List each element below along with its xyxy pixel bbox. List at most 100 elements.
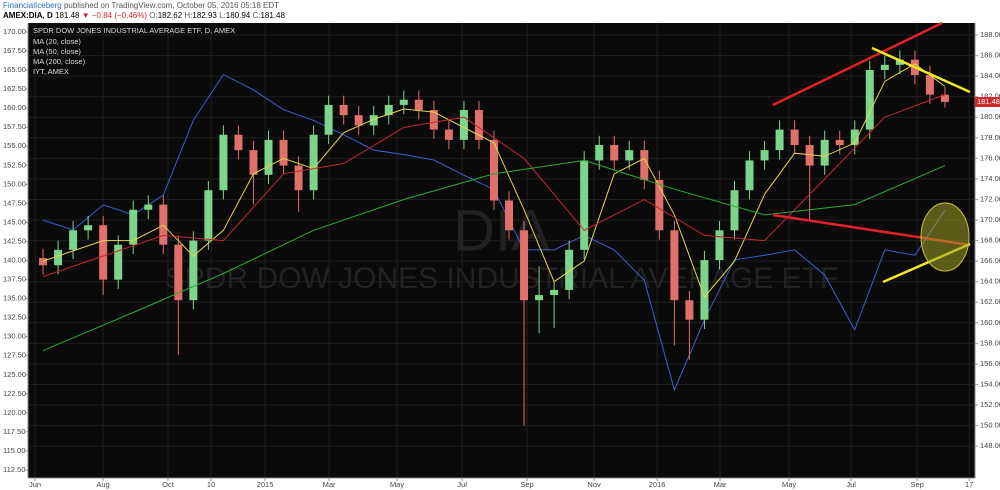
y2-tick-label: 176.00 [980, 153, 1000, 162]
y-tick-label: 155.00 [3, 141, 26, 150]
open-value: 182.62 [157, 11, 183, 20]
candle-body [369, 115, 378, 126]
y2-tick-label: 154.00 [980, 379, 1000, 388]
candle-body [84, 225, 93, 231]
y-tick-label: 115.00 [3, 446, 25, 455]
candle-body [550, 289, 559, 296]
y2-tick-label: 164.00 [980, 277, 1000, 286]
y-tick-label: 132.50 [3, 313, 26, 322]
candle-body [505, 200, 514, 231]
candle-body [880, 64, 889, 70]
author-link[interactable]: FinancialIceberg [3, 1, 62, 10]
candle-body [925, 75, 934, 95]
candle-body [174, 244, 183, 301]
trend-line [871, 46, 971, 94]
candle-body [760, 150, 769, 161]
axes: 148.00 150.00 152.00 154.00 156.00 158.00 160.… [3, 23, 1000, 489]
candle-body [459, 110, 468, 140]
y-tick-label: 135.00 [3, 294, 26, 303]
candle-body [219, 134, 228, 191]
candle-body [820, 139, 829, 166]
legend-entry: IYT, AMEX [33, 67, 69, 76]
candle-body [414, 99, 423, 111]
line-series [42, 63, 946, 299]
y-tick-label: 117.50 [3, 427, 25, 436]
high-value: 182.93 [192, 11, 217, 20]
x-tick-label: Oct [162, 480, 175, 489]
close-value: 181.48 [260, 11, 285, 20]
x-tick-label: 17 [965, 480, 973, 489]
y-tick-label: 127.50 [3, 351, 26, 360]
candle-body [520, 230, 529, 301]
publish-line: FinancialIceberg published on TradingVie… [3, 1, 285, 11]
candle-body [835, 139, 844, 145]
y2-tick-label: 180.00 [980, 112, 1000, 121]
candle-body [655, 179, 664, 231]
x-tick-label: Sep [520, 480, 533, 489]
y2-tick-label: 162.00 [980, 297, 1000, 306]
symbol: AMEX:DIA, D [3, 11, 53, 20]
x-tick-label: May [390, 480, 404, 489]
candle-body [625, 150, 634, 161]
high-label: H: [184, 11, 193, 20]
y2-tick-label: 188.00 [980, 30, 1000, 39]
candle-body [535, 295, 544, 301]
open-label: O: [149, 11, 158, 20]
y-tick-label: 152.50 [3, 160, 26, 169]
y2-tick-label: 160.00 [980, 318, 1000, 327]
y-tick-label: 150.00 [3, 179, 26, 188]
candle-body [54, 249, 63, 266]
candle-body [895, 59, 904, 65]
y2-tick-label: 186.00 [980, 51, 1000, 60]
x-tick-label: 10 [207, 480, 215, 489]
legend-entry: MA (200, close) [33, 57, 86, 66]
line-series [42, 159, 946, 352]
candle-body [384, 104, 393, 116]
candle-body [279, 139, 288, 166]
y2-tick-label: 170.00 [980, 215, 1000, 224]
candle-body [429, 110, 438, 130]
candle-body [685, 300, 694, 320]
x-tick-label: Jun [29, 480, 41, 489]
candle-body [805, 144, 814, 166]
y-tick-label: 147.50 [3, 198, 26, 207]
last-price-marker [975, 97, 1000, 108]
candle-body [309, 134, 318, 191]
x-tick-label: Sep [910, 480, 923, 489]
y-tick-label: 125.00 [3, 370, 26, 379]
candle-body [940, 94, 949, 103]
candle-body [204, 190, 213, 241]
y2-tick-label: 152.00 [980, 400, 1000, 409]
candle-body [775, 129, 784, 151]
watermark: DIA [453, 198, 550, 263]
candle-body [715, 230, 724, 261]
x-tick-label: 2016 [649, 480, 666, 489]
y-tick-label: 140.00 [3, 256, 26, 265]
watermark: SPDR DOW JONES INDUSTRIAL AVERAGE ETF [165, 262, 838, 295]
candle-body [39, 258, 48, 266]
y2-tick-label: 174.00 [980, 174, 1000, 183]
candle-body [850, 129, 859, 145]
candle-body [595, 144, 604, 161]
last: 181.48 [55, 11, 80, 20]
y2-tick-label: 148.00 [980, 441, 1000, 450]
trend-line [772, 21, 943, 107]
candle-body [670, 230, 679, 301]
legend-entry: MA (20, close) [33, 37, 81, 46]
y-tick-label: 167.50 [3, 46, 26, 55]
y-tick-label: 122.50 [3, 389, 26, 398]
y-tick-label: 142.50 [3, 236, 26, 245]
candle-body [129, 209, 138, 245]
candle-body [294, 165, 303, 191]
candle-body [114, 244, 123, 280]
x-tick-label: Nov [587, 480, 601, 489]
highlight-ellipse [920, 202, 970, 272]
y-tick-label: 145.00 [3, 217, 26, 226]
x-tick-label: Jul [457, 480, 467, 489]
drawings [772, 21, 971, 284]
low-value: 180.94 [225, 11, 251, 20]
candle-body [580, 160, 589, 250]
x-tick-label: 2015 [257, 480, 274, 489]
candle-body [865, 69, 874, 130]
